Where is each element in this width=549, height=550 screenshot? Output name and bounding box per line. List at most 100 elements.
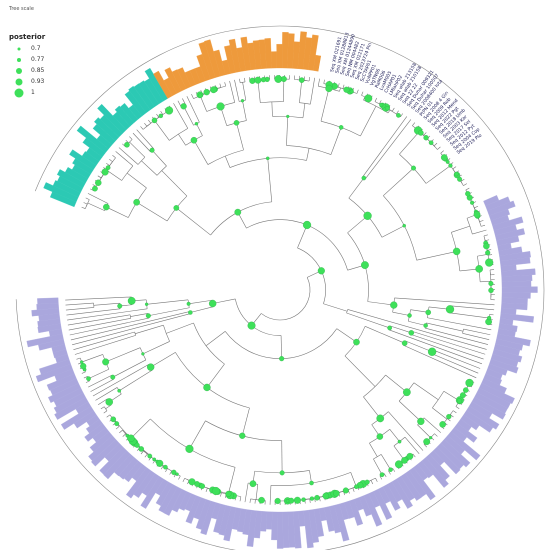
- posterior-node-marker: [188, 310, 193, 315]
- posterior-node-marker: [439, 421, 446, 428]
- branch: [474, 205, 479, 209]
- clade-label-block-lavender: [488, 208, 510, 221]
- clade-label-block-lavender: [498, 323, 518, 332]
- branch: [205, 488, 208, 492]
- branch: [119, 429, 123, 434]
- branch: [130, 418, 151, 439]
- posterior-node-marker: [338, 125, 344, 130]
- clade-label-block-lavender: [223, 506, 237, 542]
- posterior-nodes: [80, 75, 494, 505]
- posterior-node-marker: [406, 452, 414, 460]
- posterior-node-marker: [452, 247, 461, 256]
- clade-label-block-lavender: [391, 478, 413, 509]
- posterior-node-marker: [211, 486, 220, 496]
- branch: [212, 298, 236, 304]
- branch-arc: [193, 322, 225, 365]
- clade-label-block-teal: [69, 149, 97, 171]
- branch: [109, 159, 113, 162]
- clade-label-block-lavender: [200, 500, 217, 536]
- branch: [148, 307, 190, 317]
- clade-label-block-gray: [466, 151, 497, 174]
- branch: [432, 407, 448, 420]
- posterior-node-marker: [427, 347, 437, 356]
- posterior-node-marker: [470, 200, 475, 205]
- clade-label-block-teal: [133, 83, 155, 111]
- clade-label-block-orange: [171, 69, 187, 92]
- clade-label-block-gray: [457, 143, 478, 161]
- clade-label-block-lavender: [476, 387, 511, 409]
- branch: [115, 151, 134, 167]
- posterior-node-marker: [249, 480, 257, 488]
- posterior-node-marker: [274, 497, 281, 505]
- branch: [67, 314, 131, 326]
- clade-label-block-lavender: [447, 431, 481, 461]
- posterior-node-marker: [216, 102, 225, 111]
- branch: [65, 296, 132, 301]
- clade-label-block-lavender: [501, 302, 528, 311]
- posterior-node-marker: [175, 472, 179, 476]
- clade-label-block-orange: [287, 33, 295, 69]
- posterior-node-marker: [198, 93, 203, 98]
- branch: [447, 418, 451, 422]
- clade-label-block-lavender: [433, 446, 461, 475]
- posterior-node-marker: [225, 490, 232, 497]
- clade-label-block-lavender: [60, 406, 94, 430]
- posterior-node-marker: [333, 490, 340, 497]
- clade-label-block-lavender: [463, 410, 494, 433]
- clade-label-block-lavender: [417, 460, 434, 479]
- clade-label-block-gray: [432, 116, 450, 133]
- branch: [115, 426, 120, 430]
- branch-arc: [286, 145, 332, 155]
- branch: [68, 318, 131, 331]
- branch: [112, 155, 116, 159]
- posterior-node-marker: [279, 356, 285, 362]
- clade-label-block-gray: [363, 65, 377, 87]
- clade-label-block-teal: [76, 125, 109, 154]
- branch: [73, 331, 135, 350]
- clade-label-block-gray: [474, 171, 497, 188]
- legend-marker: [16, 67, 22, 74]
- branch: [432, 349, 481, 369]
- branch-arc: [363, 374, 386, 398]
- branch: [141, 160, 158, 176]
- posterior-node-marker: [363, 211, 372, 220]
- branch: [239, 496, 242, 502]
- branch: [69, 317, 149, 336]
- clade-color-ring: [15, 25, 545, 550]
- branch: [394, 297, 495, 306]
- clade-label-block-lavender: [501, 286, 538, 293]
- posterior-node-marker: [299, 77, 305, 83]
- clade-label-block-teal: [97, 103, 127, 134]
- posterior-node-marker: [80, 360, 84, 364]
- posterior-node-marker: [151, 117, 158, 124]
- branch: [481, 224, 486, 227]
- tree-scale-label: Tree scale: [9, 6, 34, 12]
- posterior-node-marker: [407, 313, 412, 318]
- branch: [224, 82, 226, 87]
- clade-label-block-lavender: [88, 435, 117, 462]
- clade-label-block-orange: [307, 34, 319, 71]
- clade-label-block-lavender: [349, 499, 364, 526]
- clade-label-block-gray: [421, 92, 448, 123]
- posterior-node-marker: [475, 265, 483, 273]
- posterior-node-marker: [240, 99, 245, 103]
- posterior-node-marker: [185, 444, 194, 453]
- clade-label-block-lavender: [163, 486, 183, 516]
- branch: [396, 110, 399, 115]
- branch-arc: [134, 331, 136, 336]
- branch: [375, 478, 378, 482]
- posterior-node-marker: [401, 340, 408, 346]
- posterior-node-marker: [396, 113, 401, 118]
- branch-arc: [137, 156, 146, 165]
- clade-label-block-gray: [425, 108, 442, 126]
- clade-label-block-orange: [240, 36, 252, 71]
- posterior-node-marker: [425, 309, 431, 316]
- branch: [160, 465, 164, 470]
- branch: [347, 215, 368, 234]
- posterior-node-marker: [138, 446, 144, 452]
- posterior-node-marker: [260, 77, 267, 83]
- branch: [140, 126, 144, 130]
- branch: [106, 169, 122, 181]
- branch: [452, 410, 457, 414]
- branch: [126, 172, 147, 189]
